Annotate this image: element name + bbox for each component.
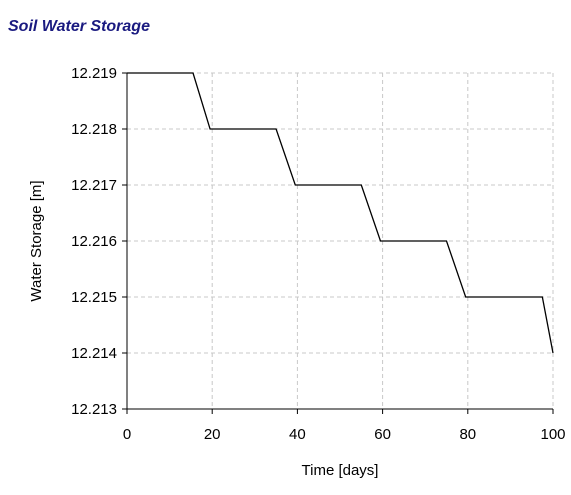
y-tick-label: 12.213 (71, 401, 117, 418)
tick-labels: 0 20 40 60 80 100 12.219 12.218 12.217 12.216 12.2… (71, 65, 565, 443)
y-tick-label: 12.217 (71, 177, 117, 194)
y-tick-label: 12.215 (71, 289, 117, 306)
series-group (127, 72, 554, 354)
y-tick-label: 12.218 (71, 121, 117, 138)
x-tick-label: 60 (374, 426, 391, 443)
y-axis-label: Water Storage [m] (28, 180, 45, 301)
y-tick-label: 12.216 (71, 233, 117, 250)
x-tick-label: 80 (459, 426, 476, 443)
x-tick-label: 0 (123, 426, 131, 443)
grid-lines (127, 72, 554, 409)
x-tick-label: 100 (540, 426, 565, 443)
y-tick-label: 12.214 (71, 345, 117, 362)
x-tick-label: 20 (204, 426, 221, 443)
chart-title: Soil Water Storage (8, 18, 150, 35)
y-tick-label: 12.219 (71, 65, 117, 82)
x-axis-label: Time [days] (302, 462, 379, 479)
x-tick-label: 40 (289, 426, 306, 443)
series-line (127, 72, 554, 354)
